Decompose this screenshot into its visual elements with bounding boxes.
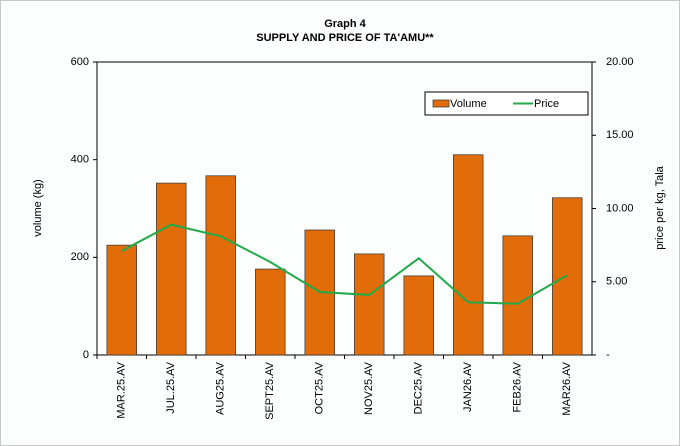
y-tick-label: 0 <box>83 349 89 361</box>
legend-label: Volume <box>450 98 487 110</box>
y2-tick-label: 15.00 <box>606 129 634 141</box>
y2-tick-label: 5.00 <box>606 276 627 288</box>
x-tick-label: OCT25.AV <box>314 361 326 414</box>
x-tick-label: MAR.25.AV <box>116 361 128 418</box>
chart-title: Graph 4 <box>324 18 366 30</box>
bar <box>403 275 434 356</box>
y-axis-label: volume (kg) <box>32 179 44 236</box>
x-tick-label: SEPT25.AV <box>264 361 276 420</box>
y2-tick-label: 10.00 <box>606 202 634 214</box>
y2-tick-label: 20.00 <box>606 56 634 68</box>
bar <box>205 175 236 356</box>
bar <box>453 154 484 356</box>
y2-tick-label: - <box>606 349 610 361</box>
x-tick-label: DEC25.AV <box>413 361 425 414</box>
y-tick-label: 200 <box>71 251 89 263</box>
chart-subtitle: SUPPLY AND PRICE OF TA'AMU** <box>256 32 434 44</box>
bar <box>552 197 583 356</box>
legend-box <box>424 91 589 116</box>
legend-swatch <box>432 99 450 108</box>
x-tick-label: FEB26.AV <box>512 361 524 412</box>
legend-label: Price <box>534 98 559 110</box>
bar <box>106 244 137 356</box>
bar <box>156 182 187 356</box>
bar <box>502 235 533 356</box>
x-tick-label: JAN26.AV <box>462 361 474 412</box>
x-tick-label: JUL.25.AV <box>165 361 177 413</box>
y-tick-label: 400 <box>71 154 89 166</box>
bar <box>255 268 286 356</box>
x-tick-label: AUG25.AV <box>215 361 227 415</box>
y2-axis-label: price per kg, Tala <box>654 165 666 249</box>
x-tick-label: MAR26.AV <box>561 361 573 415</box>
y-tick-label: 600 <box>71 56 89 68</box>
price-line <box>121 223 568 305</box>
x-tick-label: NOV25.AV <box>363 361 375 415</box>
bar <box>354 253 385 356</box>
